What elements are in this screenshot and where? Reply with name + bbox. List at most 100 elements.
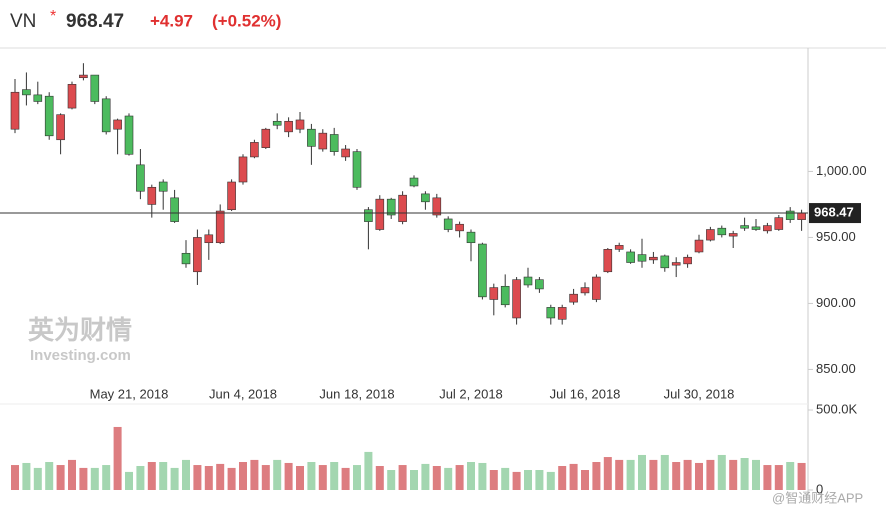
volume-bar [683, 459, 692, 490]
x-tick-label: May 21, 2018 [90, 386, 169, 401]
volume-bar [729, 459, 738, 490]
x-tick-label: Jun 4, 2018 [209, 386, 277, 401]
volume-bar [455, 465, 464, 490]
volume-bar [524, 470, 532, 490]
marker: * [50, 8, 56, 25]
candle-body [421, 193, 430, 203]
volume-bar [501, 467, 510, 490]
volume-bar [398, 465, 407, 490]
volume-bar [216, 463, 225, 490]
volume-bar [273, 459, 282, 490]
candle-body [67, 84, 77, 109]
volume-bar [56, 465, 65, 490]
candle-body [717, 227, 727, 236]
candle-body [660, 255, 670, 269]
volume-bar [660, 454, 669, 490]
x-tick-label: Jul 16, 2018 [550, 386, 621, 401]
volume-bar [79, 467, 88, 490]
candle-body [56, 114, 65, 141]
candle-body [250, 142, 259, 158]
candle-body [329, 134, 339, 152]
volume-bar [182, 459, 190, 490]
candle-body [535, 279, 544, 290]
candle-body [785, 210, 795, 220]
candle-body [193, 237, 202, 273]
volume-bar [204, 466, 213, 490]
candle-body [546, 307, 556, 319]
volume-bar [307, 462, 316, 490]
volume-bar [581, 470, 589, 490]
candle-body [580, 287, 590, 294]
candle-body [728, 233, 738, 237]
volume-bar [558, 466, 567, 490]
volume-bar [227, 467, 236, 490]
symbol: VN [10, 11, 36, 32]
candle-body [603, 249, 613, 273]
candle-body [124, 115, 134, 155]
candle-body [215, 210, 225, 244]
candle-body [284, 120, 293, 133]
volume-bar [774, 465, 783, 490]
volume-bar [717, 454, 726, 490]
candle-body [592, 276, 601, 300]
candle-body [79, 74, 88, 79]
volume-bar [489, 470, 498, 490]
volume-bar [410, 470, 418, 490]
candle-body [364, 209, 373, 222]
candle-body [409, 177, 419, 187]
volume-bar [68, 459, 76, 490]
candle-body [614, 245, 624, 250]
volume-bar [261, 465, 270, 490]
y-tick-label: 950.00 [816, 229, 856, 244]
candle-body [512, 279, 521, 319]
volume-bar [546, 471, 555, 490]
candle-body [649, 256, 658, 261]
watermark-cn: 英为财情 [28, 315, 132, 345]
volume-bar [603, 457, 612, 490]
price: 968.47 [66, 11, 124, 32]
candle-body [706, 229, 715, 241]
candle-body [740, 225, 749, 229]
candle-body [22, 89, 31, 96]
volume-bar [159, 462, 168, 490]
candle-body [432, 197, 442, 216]
candle-body [238, 156, 248, 183]
candle-body [272, 120, 282, 126]
volume-bar [444, 467, 453, 490]
candle-body [763, 225, 772, 232]
volume-bar [512, 471, 521, 490]
last-price-label: 968.47 [814, 204, 854, 219]
candle-body [10, 91, 20, 130]
volume-bar [318, 465, 327, 490]
volume-bar [535, 470, 544, 490]
candle-body [261, 128, 271, 148]
candle-body [523, 276, 533, 286]
candle-body [44, 95, 54, 137]
watermark-en: Investing.com [30, 347, 131, 364]
candle-body [318, 132, 328, 150]
volume-bar [296, 466, 304, 490]
volume-bar [364, 451, 373, 490]
volume-bar [649, 459, 658, 490]
volume-bar [375, 466, 384, 490]
volume-bar [136, 466, 145, 490]
volume-bar [353, 465, 361, 490]
candle-body [637, 254, 647, 262]
volume-bar [239, 462, 247, 490]
y-tick-label: 1,000.00 [816, 163, 867, 178]
volume-bar [763, 465, 772, 490]
change-pct: (+0.52%) [212, 11, 281, 30]
candle-body [626, 251, 635, 263]
candle-body [227, 181, 236, 211]
volume-bar [147, 462, 156, 490]
candle-body [478, 243, 487, 298]
candle-body [352, 151, 362, 188]
candle-body [398, 194, 407, 222]
volume-bar [421, 463, 430, 490]
volume-bar [638, 454, 646, 490]
candle-body [569, 293, 578, 303]
y-tick-label: 850.00 [816, 361, 856, 376]
x-tick-label: Jul 2, 2018 [439, 386, 503, 401]
candle-body [147, 186, 157, 205]
